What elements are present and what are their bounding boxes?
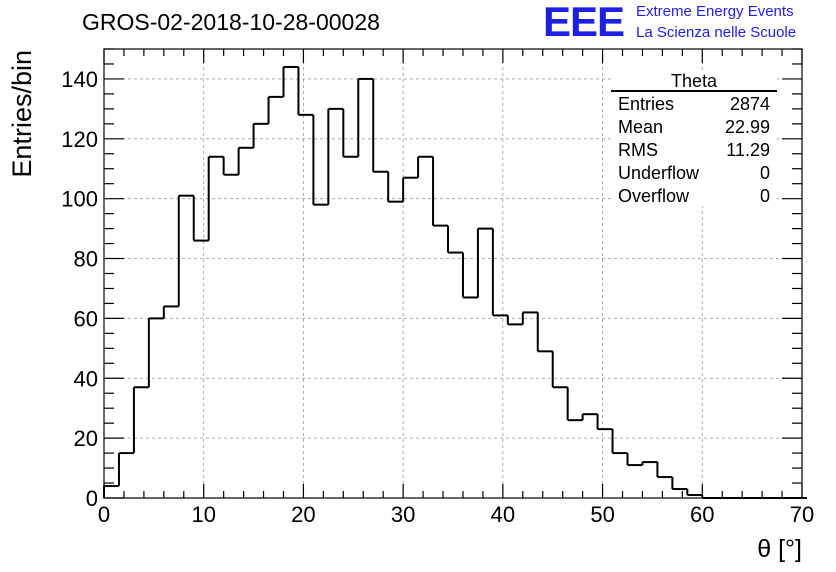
stats-value: 2874 — [729, 94, 770, 114]
stats-row-underflow: Underflow 0 — [618, 162, 770, 185]
y-tick-label: 80 — [74, 247, 98, 272]
stats-box: Theta Entries 2874 Mean 22.99 RMS 11.29 … — [611, 72, 777, 206]
stats-value: 0 — [759, 186, 770, 206]
x-tick-label: 60 — [690, 502, 714, 527]
y-tick-label: 100 — [61, 187, 98, 212]
logo-caption-line2: La Scienza nelle Scuole — [636, 24, 797, 41]
stats-value: 22.99 — [724, 117, 770, 137]
y-tick-label: 0 — [86, 486, 98, 511]
y-tick-label: 60 — [74, 306, 98, 331]
axis-ticks — [103, 48, 803, 499]
stats-label: Entries — [618, 94, 675, 114]
y-tick-label: 140 — [61, 67, 98, 92]
x-tick-label: 70 — [790, 502, 814, 527]
stats-value: 0 — [759, 163, 770, 183]
x-tick-label: 40 — [491, 502, 515, 527]
stats-row-rms: RMS 11.29 — [618, 139, 770, 162]
x-tick-labels: 0 10 20 30 40 50 60 70 — [98, 502, 814, 527]
y-tick-labels: 0 20 40 60 80 100 120 140 — [61, 67, 98, 511]
x-axis-label: θ [°] — [757, 535, 802, 563]
x-tick-label: 30 — [391, 502, 415, 527]
stats-row-mean: Mean 22.99 — [618, 116, 770, 139]
stats-value: 11.29 — [726, 140, 770, 160]
stats-label: Underflow — [618, 163, 700, 183]
y-tick-label: 120 — [61, 127, 98, 152]
stats-label: Overflow — [618, 186, 690, 206]
stats-box-title: Theta — [611, 72, 777, 92]
eee-logo: EEE — [543, 0, 625, 45]
y-axis-label: Entries/bin — [7, 50, 37, 178]
stats-row-overflow: Overflow 0 — [618, 185, 770, 208]
stats-row-entries: Entries 2874 — [618, 93, 770, 116]
x-tick-label: 20 — [291, 502, 315, 527]
logo-caption-line1: Extreme Energy Events — [636, 3, 794, 20]
x-tick-label: 50 — [590, 502, 614, 527]
stats-label: Mean — [618, 117, 664, 137]
chart-title: GROS-02-2018-10-28-00028 — [82, 9, 380, 35]
y-tick-label: 40 — [74, 366, 98, 391]
stats-label: RMS — [618, 140, 658, 160]
y-tick-label: 20 — [74, 426, 98, 451]
x-tick-label: 10 — [191, 502, 215, 527]
histogram-series — [103, 65, 807, 499]
x-tick-label: 0 — [98, 502, 110, 527]
